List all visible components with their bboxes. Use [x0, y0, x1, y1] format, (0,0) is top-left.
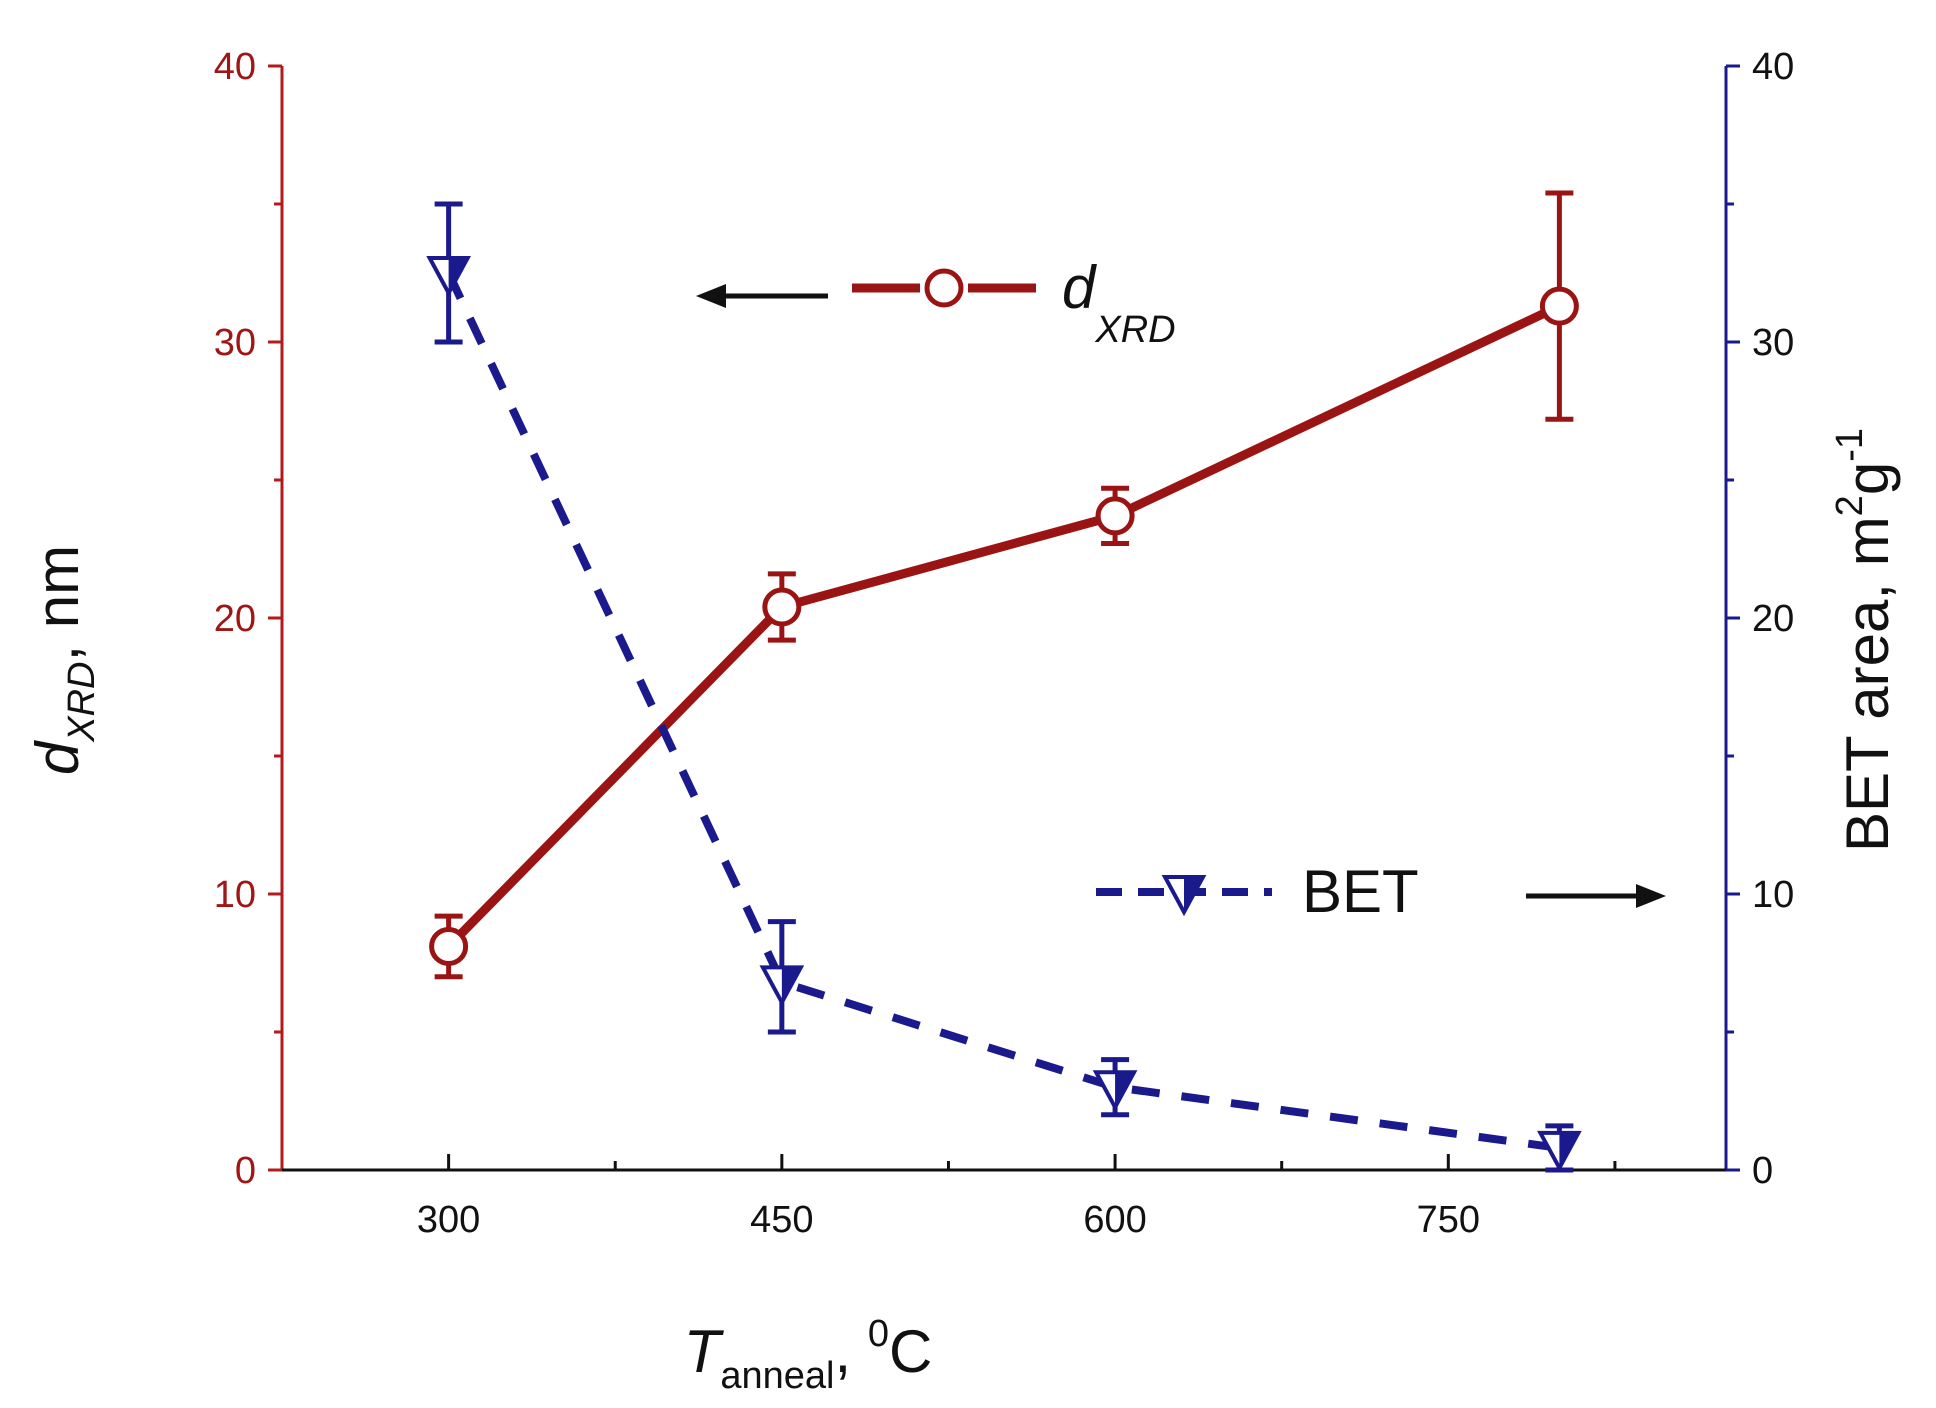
y-left-tick-label: 10	[214, 874, 256, 916]
xrd-series-line	[445, 302, 1562, 950]
axes	[280, 66, 1728, 1172]
legend-bet-marker	[1161, 875, 1207, 917]
x-tick-label: 600	[1083, 1199, 1146, 1241]
legend-xrd-label: dXRD	[1062, 254, 1176, 351]
legend-xrd: dXRD	[696, 254, 1176, 351]
xrd-point	[429, 926, 469, 966]
y-left-tick-label: 0	[235, 1150, 256, 1192]
y-left-tick-label: 20	[214, 598, 256, 640]
data-markers	[426, 256, 1582, 1173]
x-tick-label: 750	[1417, 1199, 1480, 1241]
y-axis-left-title: dXRD, nm	[24, 545, 103, 775]
legend-xrd-arrowhead	[696, 284, 726, 308]
xrd-point	[762, 587, 802, 627]
y-right-tick-label: 30	[1752, 322, 1794, 364]
y-right-tick-label: 40	[1752, 46, 1794, 88]
bet-point	[426, 256, 471, 298]
legend-bet-label: BET	[1302, 858, 1419, 925]
y-right-tick-label: 10	[1752, 874, 1794, 916]
xrd-point	[1539, 286, 1579, 326]
bet-point-outline	[426, 256, 471, 298]
x-axis-title: Tanneal, 0C	[684, 1313, 933, 1397]
y-left-tick-label: 30	[214, 322, 256, 364]
bet-point-outline	[1092, 1070, 1138, 1112]
tick-labels: 0 0 10 10 20 20 30 30 40 40 300 450 600 750	[214, 46, 1795, 1241]
bet-point	[1537, 1130, 1582, 1173]
xrd-point	[1095, 496, 1135, 536]
x-tick-label: 300	[417, 1199, 480, 1241]
legend-xrd-marker	[924, 268, 964, 308]
y-axis-right-title: BET area, m2g-1	[1829, 428, 1901, 852]
bet-point	[759, 965, 805, 1007]
legend-bet: BET	[1096, 858, 1666, 925]
x-tick-label: 450	[750, 1199, 813, 1241]
axis-ticks	[268, 64, 1740, 1172]
y-left-tick-label: 40	[214, 46, 256, 88]
bet-point	[1092, 1070, 1138, 1112]
legend-bet-arrowhead	[1636, 884, 1666, 908]
bet-point-outline	[1537, 1130, 1582, 1173]
error-bars	[434, 190, 1574, 1173]
y-right-tick-label: 0	[1752, 1150, 1773, 1192]
bet-point-outline	[759, 965, 805, 1007]
bet-series-line	[444, 271, 1560, 1152]
y-right-tick-label: 20	[1752, 598, 1794, 640]
series-lines	[444, 271, 1562, 1152]
